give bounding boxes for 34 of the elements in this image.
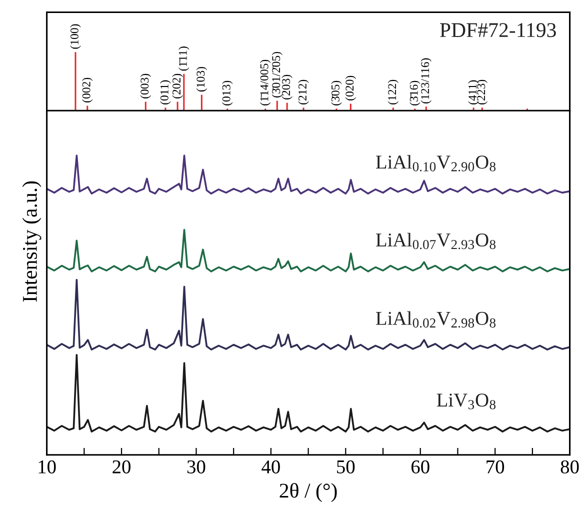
- annotation: (3̄16): [410, 80, 420, 106]
- x-tick-label: 40: [262, 460, 280, 474]
- annotation: (122): [388, 80, 399, 104]
- annotation: (223): [476, 80, 488, 104]
- annotation: (103): [196, 66, 208, 92]
- annotation: (202): [172, 74, 183, 98]
- annotation: (013): [222, 80, 233, 106]
- annotation: (003): [140, 74, 151, 98]
- series-label: LiAl$_{0.02}$V$_{2.98}$O$_{8}$: [376, 311, 496, 328]
- series-label: LiV$_{3}$O$_{8}$: [436, 394, 496, 410]
- annotation: (123/116): [420, 58, 432, 104]
- annotation: (002): [82, 78, 93, 102]
- x-tick-label: 30: [187, 460, 206, 474]
- annotation: (1̄11): [178, 46, 190, 71]
- x-axis-title: 2θ / (°): [280, 482, 337, 502]
- annotation: (020): [345, 76, 356, 100]
- annotation: (203): [282, 74, 292, 100]
- annotation: (100): [70, 24, 81, 49]
- x-tick-label: 50: [337, 460, 355, 474]
- annotation: (3̄05): [331, 80, 342, 106]
- annotation: (3̄01/2̄05): [272, 52, 282, 98]
- x-tick-label: 70: [486, 460, 504, 474]
- x-tick-label: 60: [411, 460, 430, 474]
- annotation: (011): [160, 80, 171, 104]
- annotation: (1̄14/005): [260, 60, 271, 106]
- y-axis-title: Intensity (a.u.): [22, 181, 42, 302]
- x-tick-label: 20: [112, 460, 130, 474]
- series-label: LiAl$_{0.10}$V$_{2.90}$O$_{8}$: [376, 155, 496, 172]
- annotation: (411): [468, 80, 479, 104]
- annotation: (212): [298, 80, 309, 104]
- x-tick-label: 10: [38, 460, 56, 474]
- text: PDF#72-1193: [440, 23, 556, 38]
- x-tick-label: 80: [560, 460, 579, 474]
- series-label: LiAl$_{0.07}$V$_{2.93}$O$_{8}$: [376, 232, 496, 250]
